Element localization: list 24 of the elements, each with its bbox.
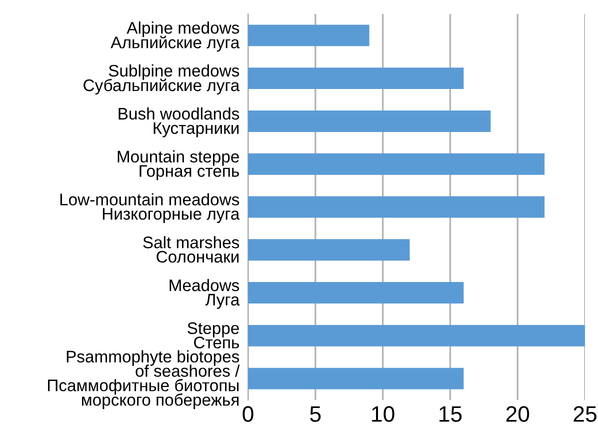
bar: [248, 196, 545, 218]
y-tick-label: Low-mountain meadows Низкогорные луга: [60, 193, 240, 224]
bar: [248, 282, 464, 304]
x-tick-label: 25: [574, 406, 596, 422]
bar: [248, 239, 410, 261]
bar: [248, 68, 464, 90]
x-tick-label: 20: [506, 406, 530, 422]
x-tick-label: 5: [310, 406, 321, 422]
y-tick-label: Salt marshes Солончаки: [143, 236, 240, 263]
x-tick-label: 10: [372, 406, 394, 422]
y-tick-label: Steppe Степь: [188, 322, 239, 348]
y-tick-label: Mountain steppe Горная степь: [118, 150, 239, 180]
bar: [248, 368, 464, 390]
bar: [248, 324, 585, 346]
bar: [248, 153, 545, 175]
x-tick-label: 0: [242, 406, 254, 422]
bar: [248, 110, 491, 132]
y-tick-label: Sublpine medows Субальпийские луга: [84, 64, 240, 95]
y-tick-label: Meadows Луга: [170, 278, 240, 309]
y-tick-label: Alpine medows Альпийские луга: [110, 21, 240, 52]
x-tick-label: 15: [440, 406, 462, 422]
bar: [248, 24, 370, 46]
y-tick-label: Bush woodlands Кустарники: [118, 107, 240, 138]
y-tick-label: Psammophyte biotopes of seashores / Псаммофитные биотопы морского побережья: [48, 350, 240, 410]
